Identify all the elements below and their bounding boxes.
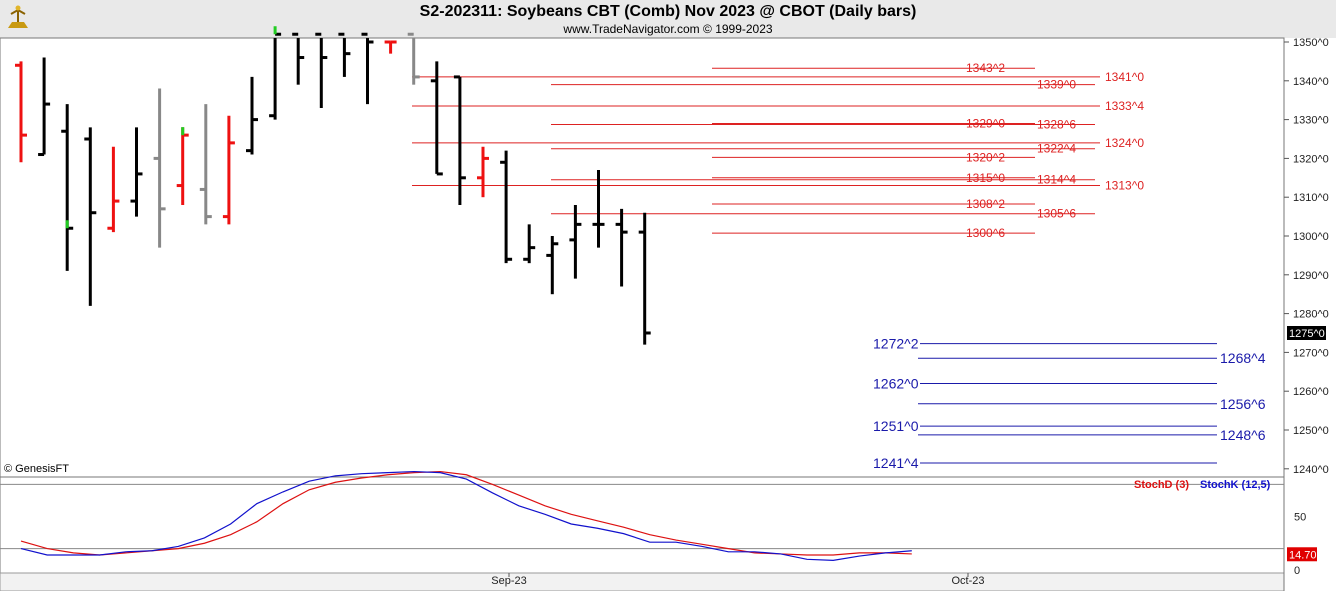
y-tick-label: 1320^0 xyxy=(1293,153,1329,165)
support-resistance-lines: 1343^2 1341^0 1339^0 1333^4 1329^0 1328^6 1324… xyxy=(412,61,1266,471)
stochK-legend: StochK (12,5) xyxy=(1200,479,1271,491)
ohlc-bar xyxy=(153,88,166,248)
ohlc-bar xyxy=(500,150,513,264)
ohlc-bar xyxy=(453,75,466,205)
y-tick-label: 1280^0 xyxy=(1293,309,1329,321)
stochK-line xyxy=(20,470,912,561)
x-tick-label: Sep-23 xyxy=(491,575,526,587)
ohlc-bar xyxy=(523,224,536,264)
support-label: 1268^4 xyxy=(1220,350,1266,366)
y-tick-label: 1260^0 xyxy=(1293,386,1329,398)
ohlc-bar xyxy=(199,104,212,225)
y-tick-label: 1270^0 xyxy=(1293,347,1329,359)
last-price-label: 1275^0 xyxy=(1289,328,1325,340)
y-tick-label: 1340^0 xyxy=(1293,76,1329,88)
support-label: 1262^0 xyxy=(873,375,919,391)
support-label: 1248^6 xyxy=(1220,427,1266,443)
y-tick-label: 1330^0 xyxy=(1293,115,1329,127)
chart-frame: © GenesisFT xyxy=(0,37,1336,591)
price-axis: 1350^0 1340^0 1330^0 1320^0 1310^0 1300^0 1290… xyxy=(1284,37,1329,476)
ohlc-bar xyxy=(361,32,374,105)
support-label: 1256^6 xyxy=(1220,396,1266,412)
ohlc-bar xyxy=(222,115,235,225)
ohlc-bar xyxy=(430,61,443,176)
y-tick-label: 1310^0 xyxy=(1293,192,1329,204)
resistance-label: 1313^0 xyxy=(1105,179,1144,193)
copyright-label: © GenesisFT xyxy=(4,463,69,475)
chart-header xyxy=(0,0,1336,38)
ohlc-bar xyxy=(107,146,120,233)
y-tick-label: 1250^0 xyxy=(1293,425,1329,437)
resistance-label: 1324^0 xyxy=(1105,136,1144,150)
ohlc-bar xyxy=(246,76,258,155)
ohlc-bar xyxy=(638,212,651,345)
price-panel xyxy=(0,37,1285,478)
resistance-label: 1320^2 xyxy=(966,150,1005,164)
ohlc-bar xyxy=(292,32,305,85)
y-tick-label: 1290^0 xyxy=(1293,270,1329,282)
y-tick-label: 1240^0 xyxy=(1293,464,1329,476)
stochD-legend: StochD (3) xyxy=(1134,479,1189,491)
resistance-label: 1329^0 xyxy=(966,116,1005,130)
stochastic-panel: 50 0 StochD (3) StochK (12,5) 14.70 xyxy=(0,470,1317,577)
ohlc-bar xyxy=(84,127,97,306)
chart-subtitle: www.TradeNavigator.com © 1999-2023 xyxy=(563,22,773,36)
axis-background xyxy=(1284,38,1336,591)
resistance-label: 1314^4 xyxy=(1037,173,1076,187)
ohlc-bar xyxy=(615,208,628,287)
ohlc-bar xyxy=(384,40,397,54)
ohlc-bar xyxy=(407,32,420,85)
stochastic-tick-label: 50 xyxy=(1294,512,1306,524)
date-axis: Sep-23 Oct-23 xyxy=(491,573,985,587)
support-label: 1251^0 xyxy=(873,418,919,434)
resistance-label: 1305^6 xyxy=(1037,207,1076,221)
resistance-label: 1308^2 xyxy=(966,197,1005,211)
resistance-label: 1339^0 xyxy=(1037,78,1076,92)
resistance-label: 1328^6 xyxy=(1037,117,1076,131)
ohlc-bar xyxy=(315,32,328,108)
ohlc-bar xyxy=(130,127,143,217)
x-tick-label: Oct-23 xyxy=(951,575,984,587)
stochD-line xyxy=(20,470,912,556)
trade-navigator-logo-icon xyxy=(8,5,28,28)
ohlc-bar xyxy=(61,104,74,271)
ohlc-bar xyxy=(15,61,27,163)
y-tick-label: 1350^0 xyxy=(1293,37,1329,49)
resistance-label: 1315^0 xyxy=(966,171,1005,185)
y-tick-label: 1300^0 xyxy=(1293,231,1329,243)
stochastic-tick-label: 0 xyxy=(1294,565,1300,577)
chart-title: S2-202311: Soybeans CBT (Comb) Nov 2023 … xyxy=(419,3,917,20)
support-label: 1241^4 xyxy=(873,455,919,471)
stochastic-panel-frame xyxy=(0,476,1285,574)
price-bars xyxy=(15,26,651,345)
resistance-label: 1343^2 xyxy=(966,61,1005,75)
ohlc-bar xyxy=(338,32,351,77)
date-axis-strip xyxy=(0,572,1285,591)
last-price-box xyxy=(1287,326,1326,340)
stochastic-last-label: 14.70 xyxy=(1289,549,1317,561)
support-label: 1272^2 xyxy=(873,336,919,352)
ohlc-bar xyxy=(546,236,559,295)
ohlc-bar xyxy=(38,57,51,157)
resistance-label: 1322^4 xyxy=(1037,142,1076,156)
ohlc-bar xyxy=(477,146,489,198)
ohlc-bar xyxy=(592,170,605,248)
ohlc-bar xyxy=(176,127,189,205)
stochastic-last-box xyxy=(1287,547,1317,562)
ohlc-bar xyxy=(569,204,582,279)
resistance-label: 1333^4 xyxy=(1105,99,1144,113)
resistance-label: 1341^0 xyxy=(1105,70,1144,84)
resistance-label: 1300^6 xyxy=(966,226,1005,240)
ohlc-bar xyxy=(269,26,282,120)
